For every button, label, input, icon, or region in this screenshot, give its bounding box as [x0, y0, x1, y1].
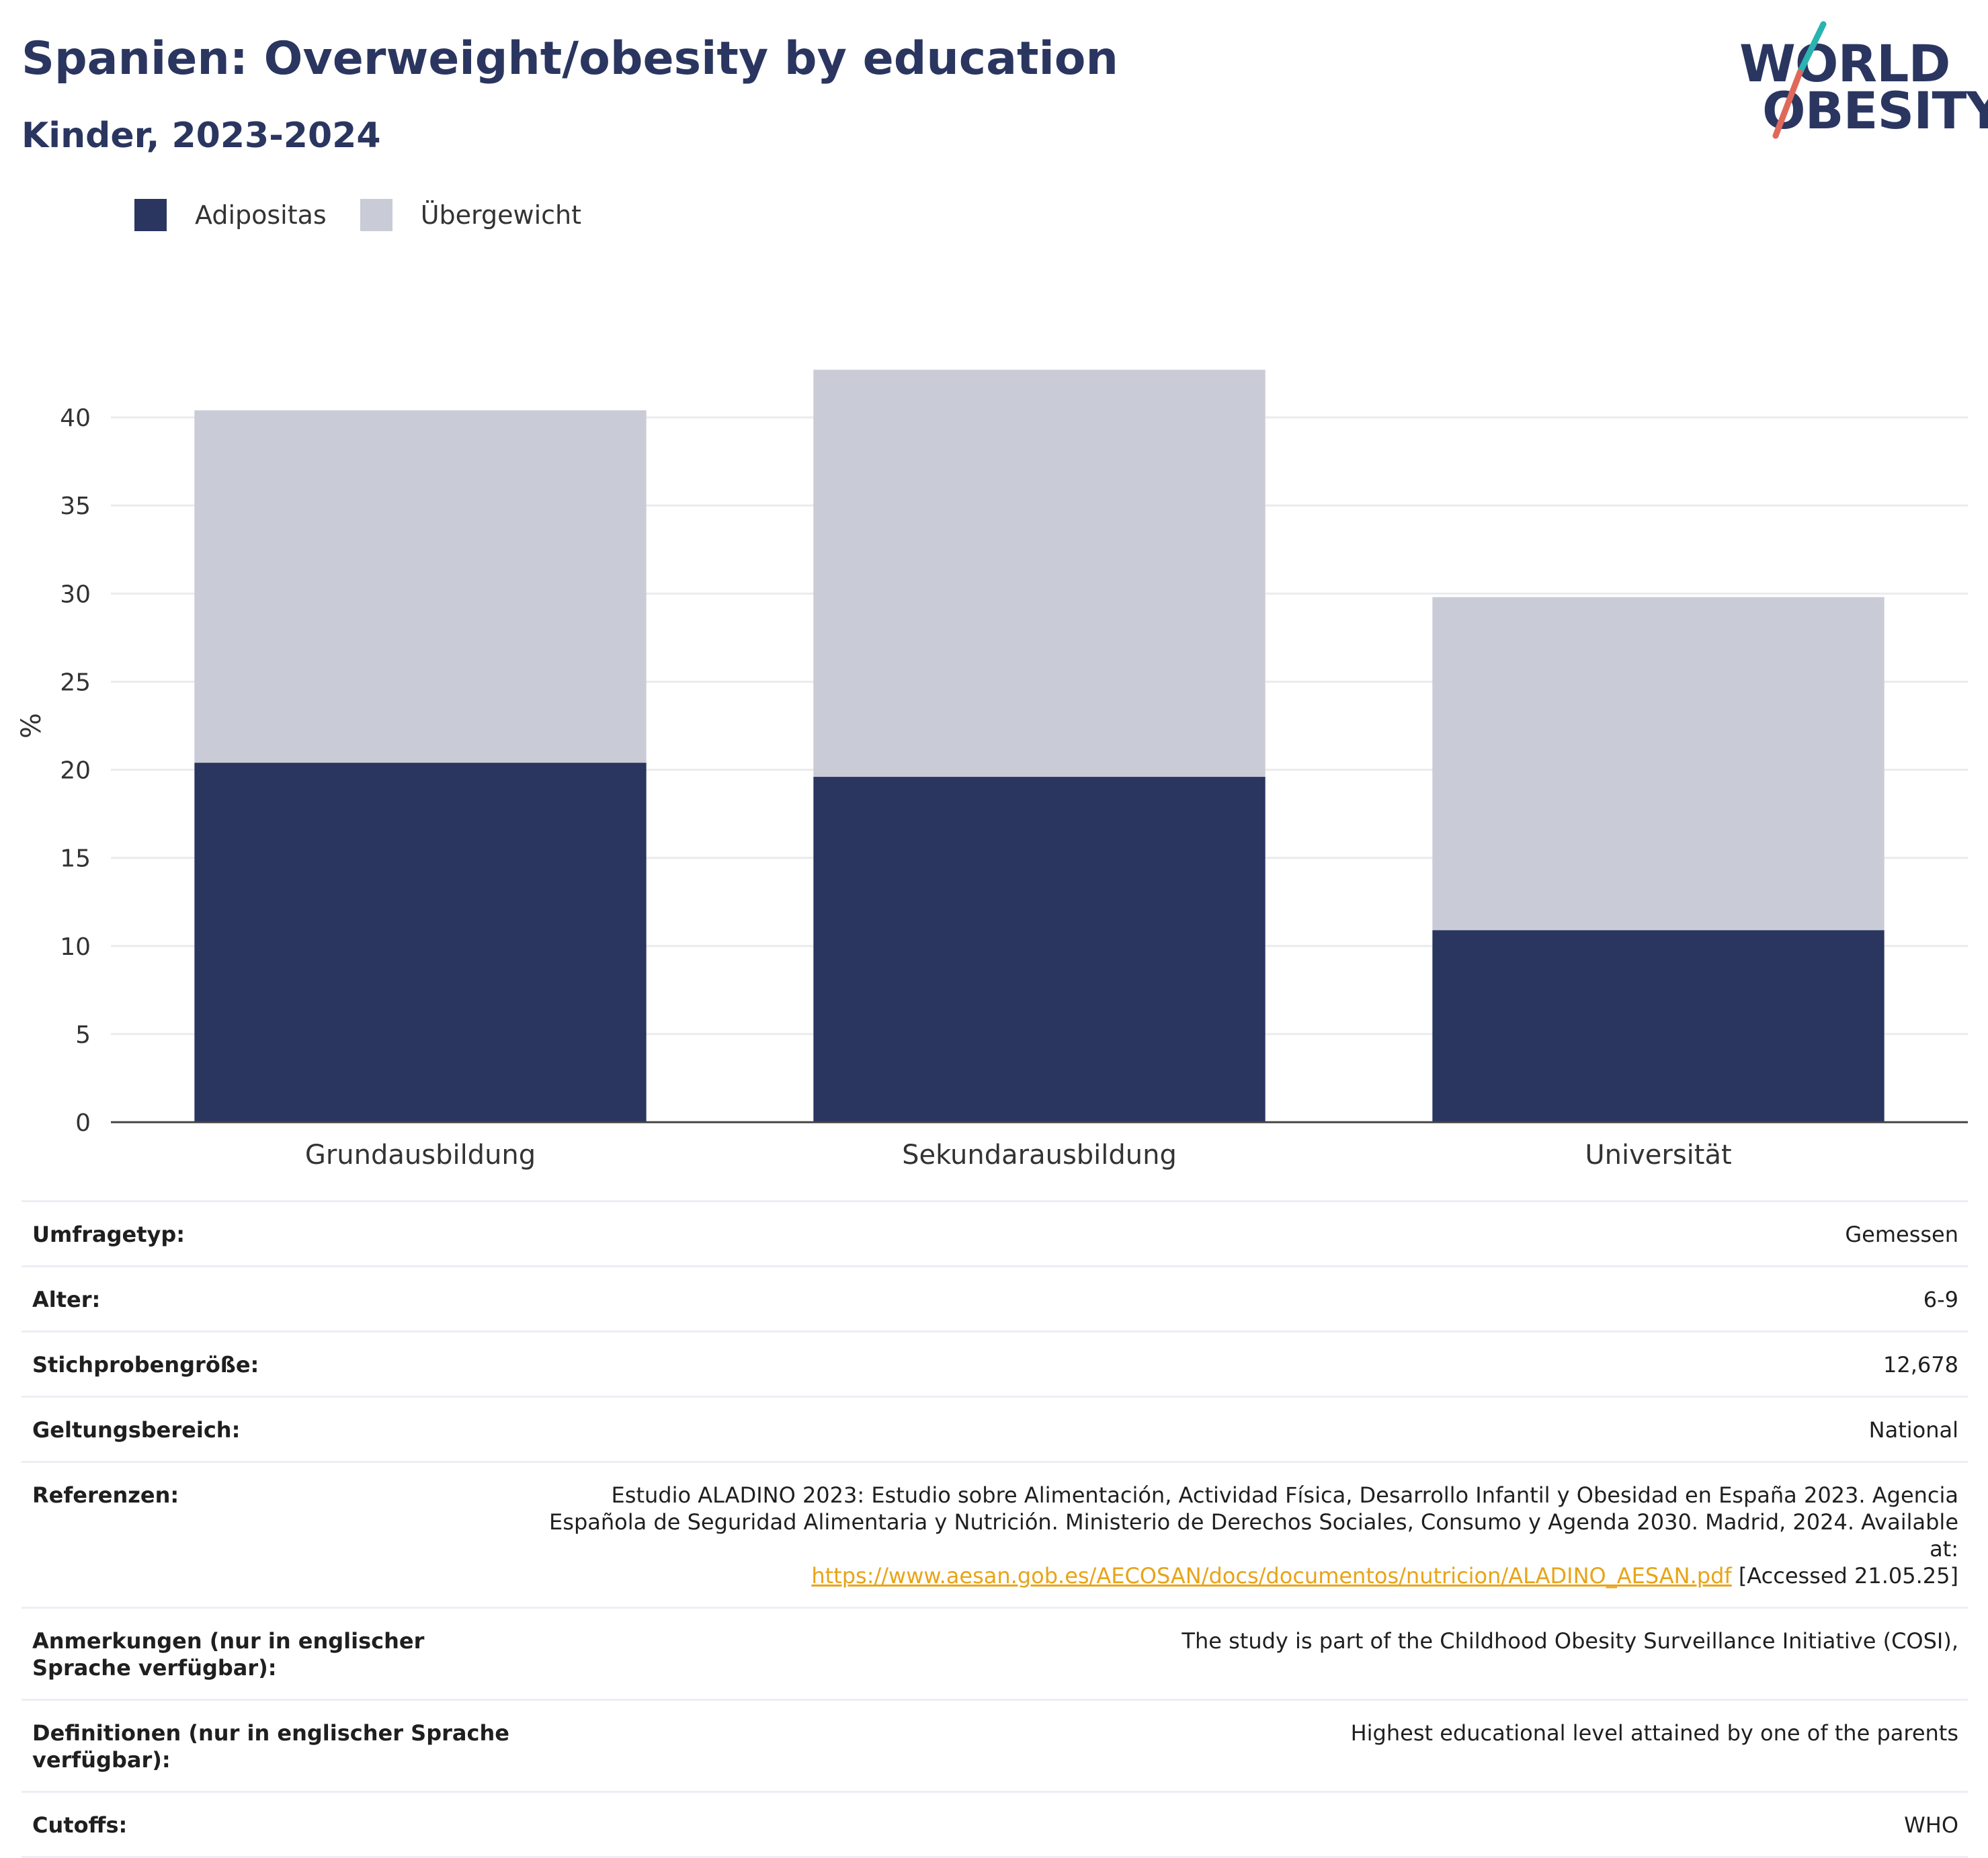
- bar-uebergewicht: [813, 370, 1266, 777]
- meta-row-umfragetyp: Umfragetyp: Gemessen: [22, 1200, 1968, 1265]
- y-tick-label: 0: [75, 1109, 91, 1137]
- y-axis-title: %: [16, 713, 47, 738]
- bar-uebergewicht: [1432, 597, 1885, 931]
- meta-value: The study is part of the Childhood Obesi…: [1182, 1628, 1958, 1654]
- meta-key: Cutoffs:: [32, 1812, 128, 1838]
- meta-key: Geltungsbereich:: [32, 1417, 241, 1443]
- reference-link[interactable]: https://www.aesan.gob.es/AECOSAN/docs/do…: [811, 1563, 1732, 1589]
- chart-subtitle: Kinder, 2023-2024: [22, 116, 381, 156]
- meta-key: Referenzen:: [32, 1482, 179, 1508]
- legend-label-uebergewicht: Übergewicht: [420, 200, 581, 230]
- meta-row-definitionen: Definitionen (nur in englischer Sprache …: [22, 1699, 1968, 1791]
- meta-key: Definitionen (nur in englischer Sprache …: [32, 1720, 509, 1773]
- bar-adipositas: [194, 763, 647, 1122]
- legend-item-uebergewicht[interactable]: Übergewicht: [360, 199, 581, 231]
- legend-swatch-adipositas: [134, 199, 167, 231]
- meta-key: Alter:: [32, 1287, 101, 1312]
- meta-row-alter: Alter: 6-9: [22, 1265, 1968, 1331]
- meta-key: Anmerkungen (nur in englischer Sprache v…: [32, 1628, 425, 1681]
- stacked-bar-chart: 0 5 10 15 20 25 30 35 40 Grundausbildung Sekundara…: [16, 370, 1968, 1171]
- meta-value-reference: Estudio ALADINO 2023: Estudio sobre Alim…: [516, 1482, 1958, 1589]
- meta-value: WHO: [1904, 1812, 1958, 1838]
- y-tick-label: 15: [60, 845, 91, 873]
- meta-value: 6-9: [1923, 1287, 1958, 1312]
- legend-swatch-uebergewicht: [360, 199, 392, 231]
- meta-row-cutoffs: Cutoffs: WHO: [22, 1791, 1968, 1858]
- y-tick-label: 25: [60, 669, 91, 696]
- meta-value: 12,678: [1883, 1352, 1958, 1378]
- world-obesity-logo: WORLD OBESITY: [1739, 20, 1988, 141]
- logo-slash-icon: [1772, 21, 1827, 139]
- x-category-label: Universität: [1585, 1140, 1731, 1171]
- logo-word-obesity: OBESITY: [1762, 81, 1988, 140]
- bar-adipositas: [813, 777, 1266, 1122]
- meta-row-stichprobengroesse: Stichprobengröße: 12,678: [22, 1331, 1968, 1396]
- logo-word-world: WORLD: [1739, 34, 1950, 93]
- y-tick-label: 5: [75, 1021, 91, 1049]
- meta-value: National: [1868, 1417, 1958, 1443]
- reference-accessed: [Accessed 21.05.25]: [1731, 1563, 1958, 1589]
- y-tick-label: 20: [60, 757, 91, 785]
- y-tick-label: 40: [60, 405, 91, 432]
- reference-text: Estudio ALADINO 2023: Estudio sobre Alim…: [549, 1482, 1958, 1562]
- bar-uebergewicht: [194, 410, 647, 763]
- metadata-table: Umfragetyp: Gemessen Alter: 6-9 Stichpro…: [22, 1200, 1968, 1858]
- x-category-label: Sekundarausbildung: [902, 1140, 1177, 1171]
- meta-row-referenzen: Referenzen: Estudio ALADINO 2023: Estudi…: [22, 1461, 1968, 1607]
- chart-title: Spanien: Overweight/obesity by education: [22, 32, 1118, 85]
- meta-key: Stichprobengröße:: [32, 1352, 259, 1378]
- meta-key: Umfragetyp:: [32, 1222, 185, 1247]
- meta-row-geltungsbereich: Geltungsbereich: National: [22, 1396, 1968, 1461]
- bar-adipositas: [1432, 930, 1885, 1122]
- legend-item-adipositas[interactable]: Adipositas: [134, 199, 327, 231]
- legend-label-adipositas: Adipositas: [195, 200, 327, 230]
- meta-value: Gemessen: [1845, 1222, 1958, 1247]
- chart-legend: Adipositas Übergewicht: [134, 199, 615, 231]
- y-tick-label: 35: [60, 493, 91, 520]
- y-tick-label: 30: [60, 581, 91, 608]
- x-category-label: Grundausbildung: [305, 1140, 536, 1171]
- meta-value: Highest educational level attained by on…: [1350, 1720, 1958, 1746]
- y-tick-label: 10: [60, 933, 91, 961]
- meta-row-anmerkungen: Anmerkungen (nur in englischer Sprache v…: [22, 1607, 1968, 1699]
